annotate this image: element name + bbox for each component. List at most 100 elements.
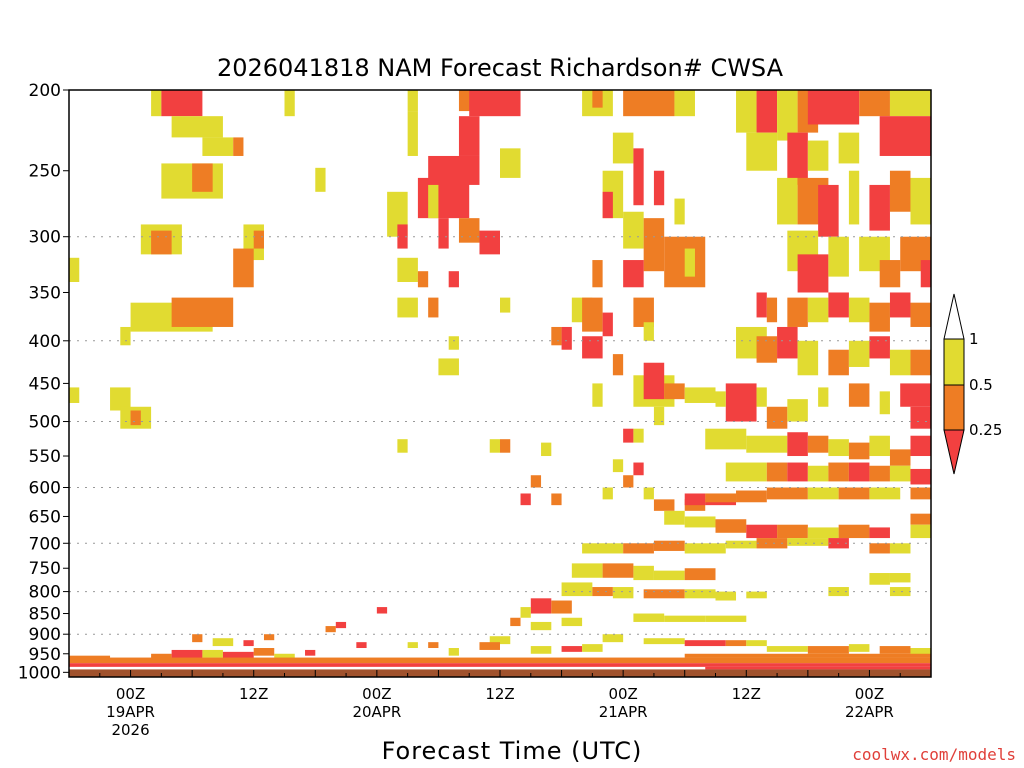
heatmap-cell [828, 292, 849, 318]
heatmap-cell [130, 410, 141, 426]
heatmap-cell [233, 248, 254, 288]
y-tick-label: 800 [29, 583, 61, 603]
heatmap-cell [571, 563, 603, 578]
heatmap-cell [684, 516, 716, 528]
heatmap-cell [879, 116, 931, 156]
heatmap-cell [746, 591, 767, 599]
heatmap-cell [623, 90, 675, 117]
credit-text: coolwx.com/models [852, 745, 1016, 764]
y-tick-label: 300 [29, 228, 61, 248]
heatmap-cell [428, 297, 439, 318]
heatmap-cell [889, 170, 911, 212]
heatmap-cell [705, 666, 931, 670]
heatmap-cell [407, 642, 418, 649]
heatmap-cell [848, 462, 870, 482]
heatmap-cell [705, 493, 737, 503]
heatmap-cell [243, 640, 254, 647]
heatmap-cell [633, 148, 644, 206]
heatmap-cell [920, 260, 931, 288]
heatmap-cell [910, 487, 931, 500]
heatmap-cell [807, 465, 829, 482]
heatmap-cell [643, 589, 685, 599]
heatmap-cell [910, 177, 931, 225]
heatmap-cell [910, 468, 931, 485]
heatmap-cell [417, 177, 470, 219]
heatmap-cell [879, 646, 911, 654]
heatmap-cell [623, 428, 634, 443]
heatmap-cell [520, 493, 531, 506]
heatmap-cell [889, 543, 911, 554]
heatmap-cell [910, 524, 931, 539]
heatmap-cell [756, 90, 778, 133]
heatmap-cell [592, 90, 603, 108]
heatmap-cell [828, 462, 849, 482]
heatmap-cell [438, 218, 449, 249]
heatmap-cell [889, 449, 911, 466]
heatmap-cell [561, 617, 583, 627]
y-tick-label: 200 [29, 81, 61, 101]
heatmap-cell [633, 297, 654, 327]
heatmap-cell [653, 499, 675, 511]
heatmap-cell [623, 260, 644, 288]
heatmap-cell [438, 358, 459, 376]
heatmap-cell [602, 312, 613, 337]
heatmap-cell [797, 254, 829, 293]
heatmap-cell [879, 260, 901, 288]
heatmap-cell [828, 236, 849, 277]
heatmap-cell [69, 663, 931, 667]
heatmap-cell [161, 90, 203, 117]
heatmap-cell [859, 90, 890, 117]
heatmap-cell [407, 90, 418, 112]
x-tick-label: 2026 [111, 721, 149, 739]
heatmap-cell [664, 383, 685, 400]
heatmap-cell [612, 354, 624, 376]
heatmap-cell [848, 297, 870, 323]
heatmap-cell [777, 524, 808, 539]
heatmap-cell [151, 230, 172, 255]
heatmap-cell [315, 167, 326, 192]
heatmap-cell [582, 543, 624, 554]
y-tick-label: 500 [29, 413, 61, 433]
heatmap-cell [253, 648, 275, 656]
y-axis: 200 250 300 350 400 450 500 550 600 650 700 750 8008… [18, 81, 69, 683]
colorbar-segment [943, 384, 965, 431]
y-tick-label: 750 [29, 559, 61, 579]
heatmap-cell [120, 326, 131, 346]
heatmap-cell [458, 218, 480, 243]
x-tick-label: 12Z [732, 685, 761, 703]
heatmap-cells [69, 90, 931, 677]
heatmap-cell [612, 459, 624, 473]
x-tick-label: 00Z [116, 685, 145, 703]
heatmap-cell [889, 292, 911, 318]
heatmap-cell [397, 297, 418, 318]
heatmap-cell [910, 648, 931, 656]
colorbar-top-arrow [943, 293, 965, 340]
heatmap-cell [807, 487, 839, 500]
heatmap-cell [797, 340, 819, 376]
y-tick-label: 400 [29, 332, 61, 352]
y-tick-label: 850 [29, 605, 61, 625]
heatmap-cell [787, 399, 808, 422]
heatmap-cell [356, 642, 367, 649]
heatmap-cell [756, 336, 778, 363]
heatmap-cell [715, 591, 737, 601]
heatmap-cell [766, 297, 778, 323]
heatmap-cell [664, 615, 706, 622]
heatmap-cell [777, 177, 798, 225]
heatmap-cell [335, 621, 347, 629]
y-tick-label: 250 [29, 162, 61, 182]
heatmap-cell [592, 260, 603, 288]
heatmap-cell [448, 648, 459, 656]
heatmap-cell [684, 568, 716, 581]
heatmap-cell [889, 90, 931, 117]
heatmap-cell [69, 387, 80, 403]
heatmap-cell [756, 292, 767, 318]
heatmap-cell [192, 163, 213, 192]
heatmap-cell [582, 644, 603, 652]
heatmap-cell [263, 634, 275, 641]
heatmap-cell [489, 636, 511, 645]
heatmap-cell [633, 565, 654, 581]
heatmap-cell [777, 90, 798, 141]
heatmap-cell [910, 435, 931, 457]
